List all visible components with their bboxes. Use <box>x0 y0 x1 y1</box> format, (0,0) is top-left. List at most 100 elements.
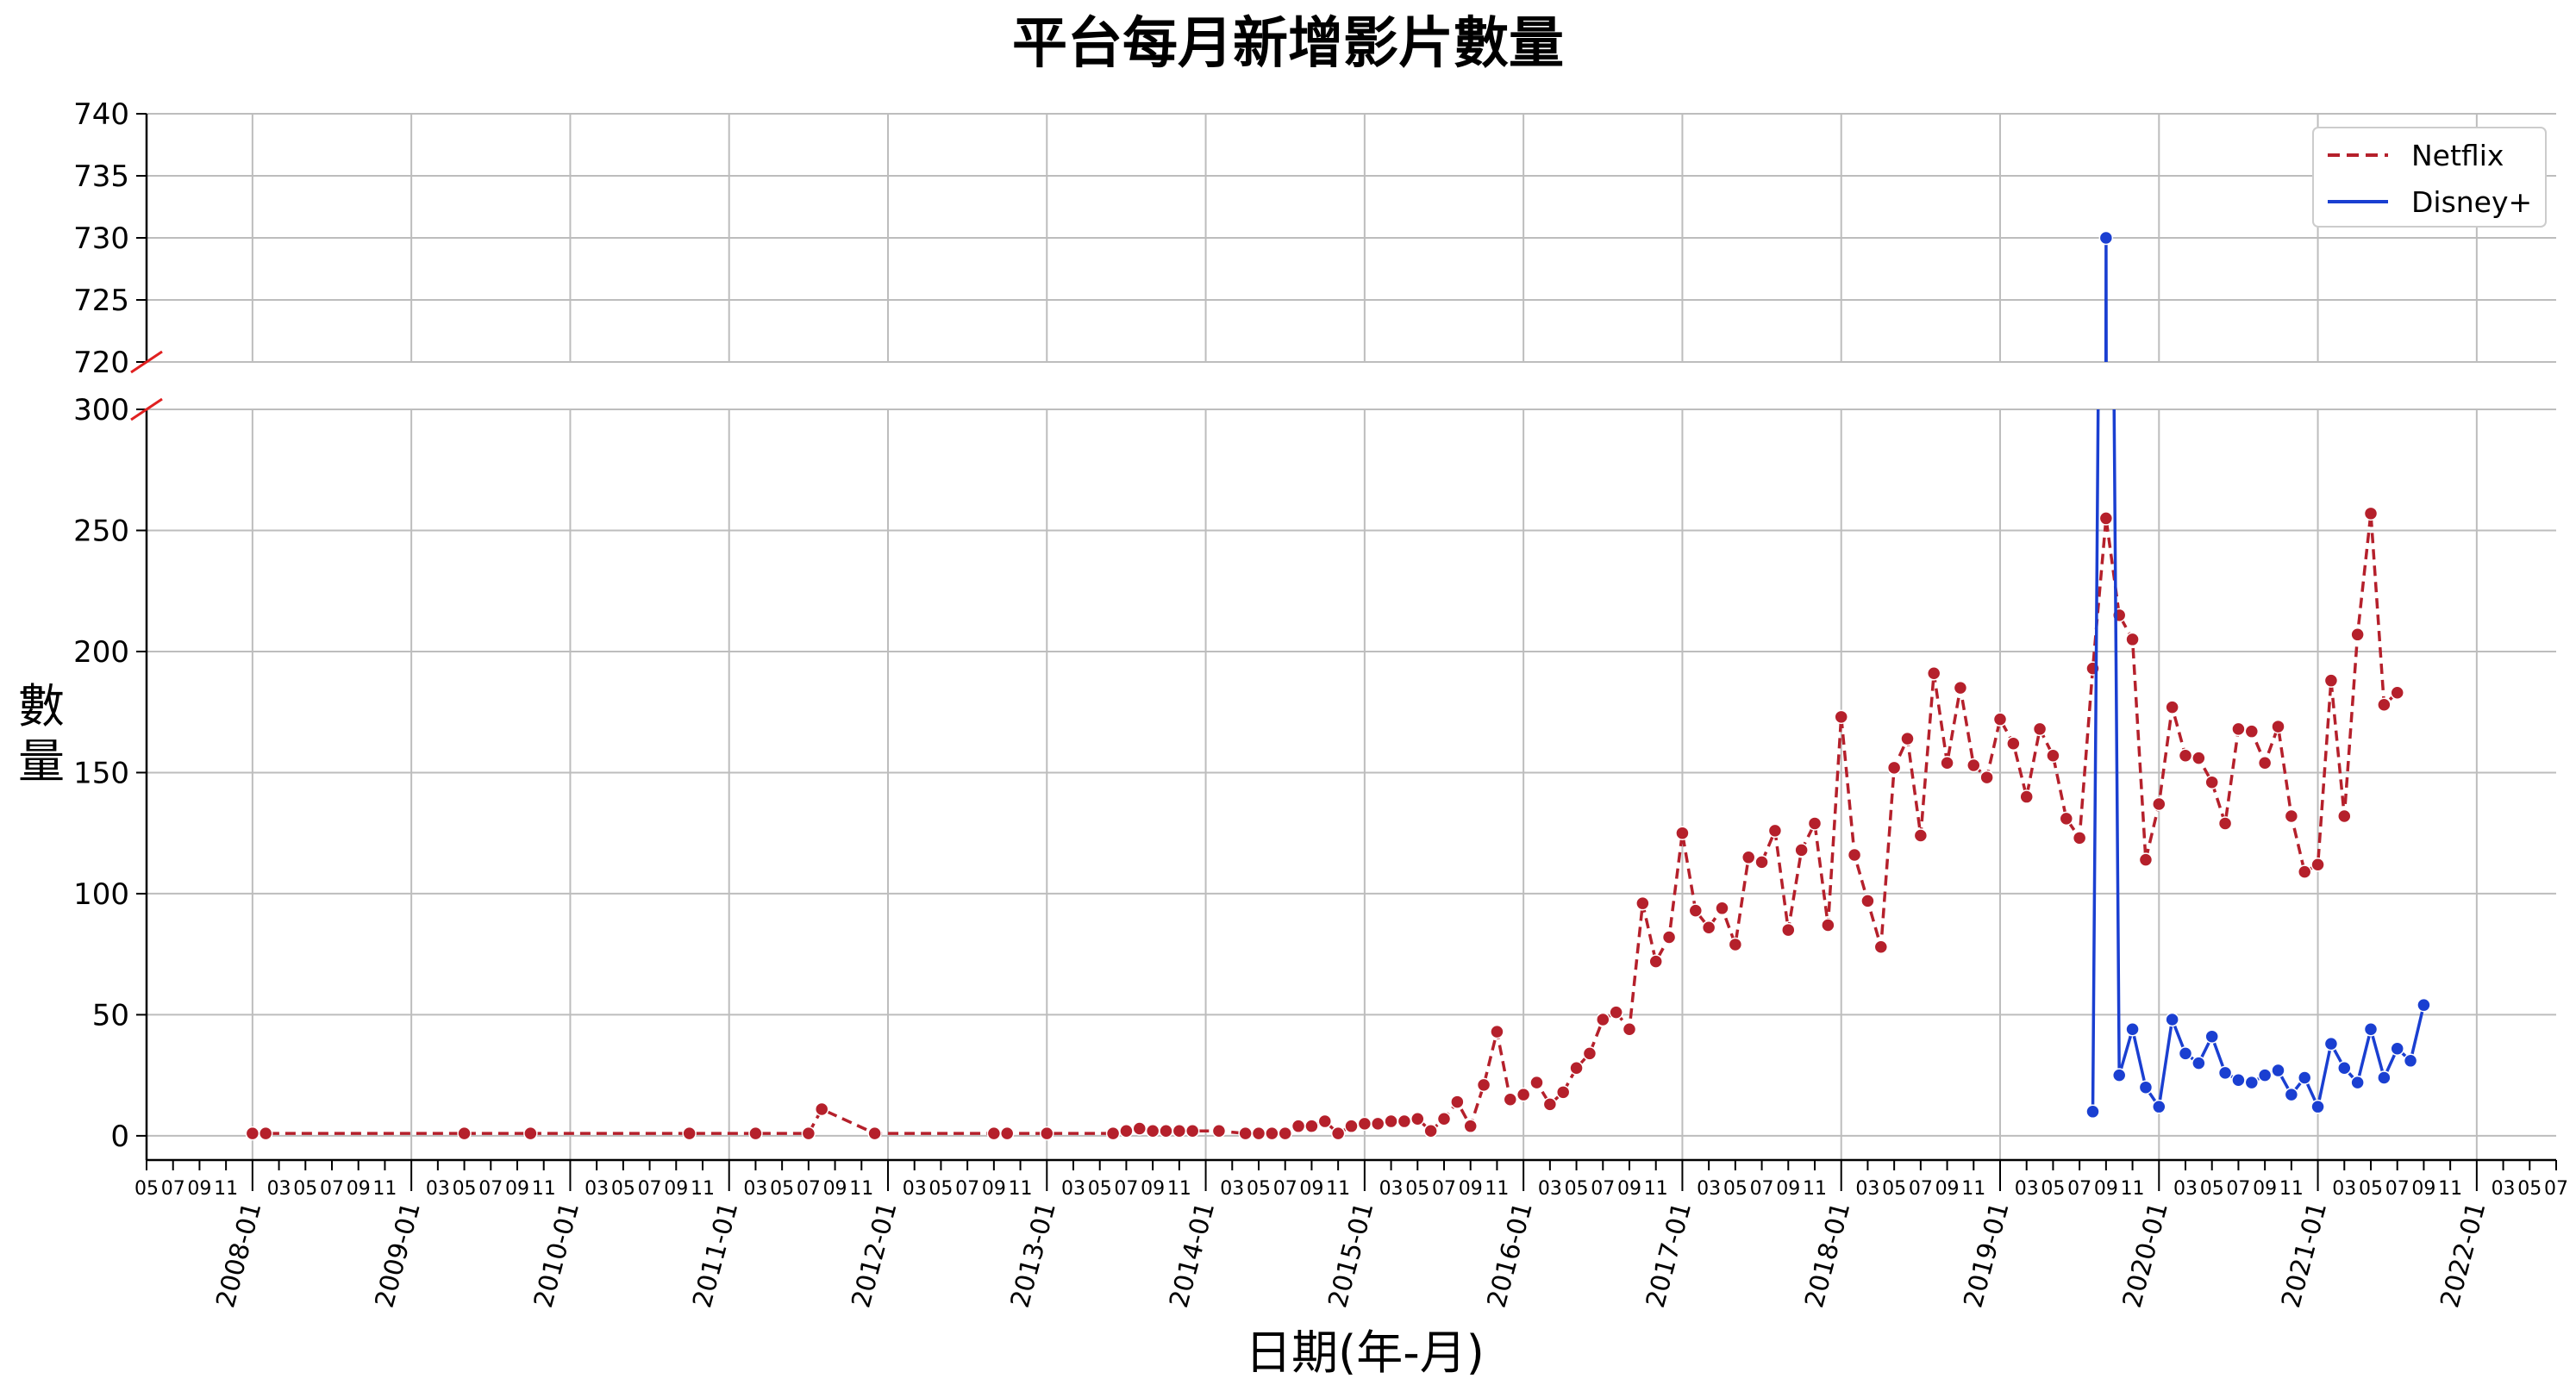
x-month-label: 09 <box>347 1178 371 1200</box>
data-point <box>1767 823 1783 839</box>
data-point <box>1384 1113 1398 1129</box>
x-year-label: 2021-01 <box>2276 1199 2333 1311</box>
data-point <box>1529 1075 1544 1090</box>
data-point <box>1675 826 1690 840</box>
data-point <box>1781 922 1796 938</box>
data-point <box>1701 920 1716 935</box>
data-point <box>2165 700 2179 714</box>
data-point <box>2417 997 2431 1013</box>
data-point <box>1569 1060 1584 1076</box>
x-year-label: 2017-01 <box>1641 1199 1698 1311</box>
axis-break-mark <box>130 350 163 374</box>
x-year-label: 2020-01 <box>2117 1199 2174 1311</box>
x-month-label: 11 <box>1644 1178 1668 1200</box>
data-point <box>2377 697 2392 713</box>
x-month-label: 11 <box>2438 1178 2462 1200</box>
data-point <box>2006 736 2021 751</box>
data-point <box>1265 1126 1279 1141</box>
series-layer <box>245 230 2431 1141</box>
data-point <box>1172 1124 1187 1138</box>
data-point <box>1436 1111 1452 1126</box>
x-month-label: 07 <box>2544 1178 2568 1200</box>
data-point <box>1132 1121 1147 1136</box>
x-month-label: 05 <box>1723 1178 1748 1200</box>
x-month-label: 05 <box>1088 1178 1112 1200</box>
data-point <box>1648 954 1663 969</box>
x-month-label: 11 <box>1167 1178 1191 1200</box>
data-point <box>1344 1119 1359 1133</box>
y-axis-label-char-1: 數 <box>18 679 65 733</box>
data-point <box>2138 852 2154 867</box>
x-month-label: 05 <box>2041 1178 2065 1200</box>
x-month-label: 05 <box>293 1178 317 1200</box>
x-month-label: 03 <box>2492 1178 2516 1200</box>
data-point <box>1238 1126 1253 1141</box>
y-tick-label: 100 <box>73 877 129 912</box>
data-point <box>1476 1077 1491 1093</box>
data-point <box>1490 1024 1504 1039</box>
data-point <box>2178 1046 2193 1061</box>
x-year-label: 2013-01 <box>1005 1199 1062 1311</box>
data-point <box>1397 1113 1412 1129</box>
x-month-label: 07 <box>638 1178 662 1200</box>
data-point <box>2337 808 2352 824</box>
x-month-label: 05 <box>453 1178 477 1200</box>
x-year-label: 2016-01 <box>1482 1199 1539 1311</box>
data-point <box>2284 808 2299 824</box>
data-point <box>2363 1022 2379 1037</box>
data-point <box>2098 511 2114 526</box>
x-month-label: 09 <box>187 1178 211 1200</box>
x-month-label: 11 <box>2121 1178 2145 1200</box>
series-0 <box>245 506 2404 1141</box>
x-month-label: 03 <box>2332 1178 2356 1200</box>
x-month-label: 05 <box>928 1178 953 1200</box>
data-point <box>2152 1099 2166 1114</box>
x-year-label: 2009-01 <box>370 1199 427 1311</box>
data-point <box>2217 816 2233 831</box>
x-month-label: 03 <box>426 1178 450 1200</box>
legend: Netflix Disney+ <box>2312 127 2547 228</box>
x-month-label: 03 <box>267 1178 291 1200</box>
x-month-label: 09 <box>1776 1178 1800 1200</box>
x-month-label: 09 <box>505 1178 529 1200</box>
data-point <box>2178 748 2193 764</box>
x-month-label: 07 <box>2385 1178 2410 1200</box>
data-point <box>1291 1119 1306 1133</box>
x-month-label: 09 <box>982 1178 1006 1200</box>
data-point <box>1900 731 1915 746</box>
x-month-label: 11 <box>1961 1178 1985 1200</box>
data-point <box>2085 1104 2100 1120</box>
data-point <box>1370 1116 1385 1132</box>
data-point <box>1040 1126 1054 1141</box>
data-point <box>1847 847 1862 863</box>
data-point <box>1794 843 1809 858</box>
x-month-label: 11 <box>214 1178 238 1200</box>
data-point <box>2257 755 2273 770</box>
data-point <box>2111 1068 2127 1082</box>
data-point <box>2297 1070 2312 1085</box>
x-month-label: 07 <box>1432 1178 1456 1200</box>
x-year-label: 2018-01 <box>1799 1199 1856 1311</box>
data-point <box>1278 1126 1292 1141</box>
data-point <box>2323 673 2339 688</box>
data-point <box>1251 1126 1266 1141</box>
data-point <box>1715 901 1729 916</box>
x-month-label: 11 <box>532 1178 556 1200</box>
data-point <box>1807 816 1823 831</box>
x-month-label: 09 <box>1935 1178 1960 1200</box>
data-point <box>2165 1012 2179 1027</box>
data-point <box>2310 857 2325 872</box>
data-point <box>2231 1073 2246 1088</box>
data-point <box>1622 1022 1637 1037</box>
data-point <box>523 1126 538 1141</box>
chart-title: 平台每月新增影片數量 <box>1012 12 1564 76</box>
x-month-label: 03 <box>2173 1178 2198 1200</box>
data-point <box>2337 1060 2352 1076</box>
data-point <box>2310 1099 2325 1114</box>
data-point <box>2032 721 2048 737</box>
axes-layer: 0501001502002503007207257307357402008-01… <box>73 97 2568 1311</box>
data-point <box>1410 1111 1425 1126</box>
y-tick-label: 730 <box>73 221 129 256</box>
data-point <box>1542 1097 1558 1112</box>
